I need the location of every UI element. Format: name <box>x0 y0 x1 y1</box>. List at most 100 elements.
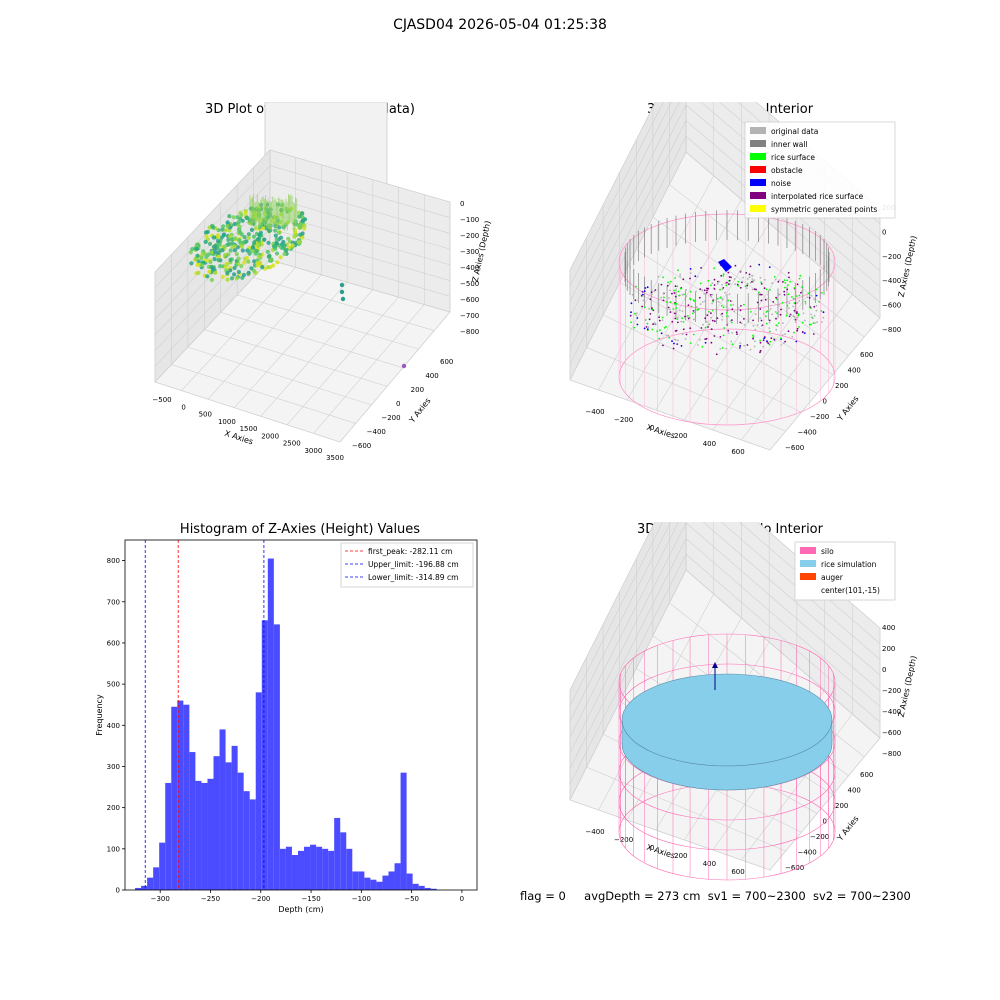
status-footer: flag = 0 avgDepth = 273 cm sv1 = 700~230… <box>520 889 911 903</box>
raw-point <box>257 244 261 248</box>
histogram-bar <box>401 773 407 890</box>
classified-point <box>730 277 732 279</box>
raw-point <box>297 224 301 228</box>
classified-point <box>690 342 692 344</box>
classified-point <box>745 272 747 274</box>
classified-point <box>804 332 806 334</box>
classified-point <box>768 327 770 329</box>
classified-point <box>669 309 671 311</box>
classified-point <box>775 329 777 331</box>
classified-point <box>724 292 726 294</box>
classified-point <box>714 288 716 290</box>
raw-point <box>286 237 290 241</box>
classified-point <box>784 333 786 335</box>
x-tick-label: −200 <box>251 895 270 903</box>
classified-point <box>719 297 721 299</box>
classified-point <box>726 282 728 284</box>
classified-point <box>777 281 779 283</box>
classified-point <box>676 286 678 288</box>
classified-point <box>815 291 817 293</box>
classified-point <box>652 309 654 311</box>
classified-point <box>645 287 647 289</box>
classified-point <box>752 335 754 337</box>
legend-label: rice surface <box>771 153 815 162</box>
classified-point <box>663 293 665 295</box>
simulation-plot: 3D simulation of Silo Interior −400−2000… <box>540 522 920 892</box>
classified-point <box>648 308 650 310</box>
classified-point <box>799 275 801 277</box>
legend-label: original data <box>771 127 818 136</box>
classified-point <box>668 297 670 299</box>
classified-point <box>697 276 699 278</box>
classified-point <box>769 289 771 291</box>
y-tick-label: −200 <box>810 833 829 841</box>
raw-point <box>239 213 243 217</box>
raw-point <box>205 274 209 278</box>
raw-point <box>242 273 246 277</box>
raw-point <box>196 271 200 275</box>
classified-point <box>707 314 709 316</box>
classified-point <box>795 341 797 343</box>
classified-point <box>699 288 701 290</box>
classified-point <box>754 340 756 342</box>
histogram-bar <box>201 783 207 890</box>
histogram-bar <box>280 849 286 890</box>
classified-point <box>743 318 745 320</box>
classified-point <box>763 339 765 341</box>
classified-point <box>759 294 761 296</box>
histogram-bar <box>232 746 238 890</box>
classified-point <box>728 332 730 334</box>
legend-frame <box>745 122 895 218</box>
classified-point <box>761 283 763 285</box>
raw-point <box>217 228 221 232</box>
classified-point <box>733 304 735 306</box>
classified-point <box>743 345 745 347</box>
classified-point <box>695 309 697 311</box>
classified-point <box>647 328 649 330</box>
raw-point <box>204 230 208 234</box>
x-tick-label: 0 <box>181 403 185 411</box>
classified-point <box>704 317 706 319</box>
classified-point <box>787 284 789 286</box>
classified-point <box>660 297 662 299</box>
classified-point <box>700 267 702 269</box>
y-tick-label: 200 <box>835 382 848 390</box>
classified-point <box>652 323 654 325</box>
raw-point <box>293 230 297 234</box>
classified-point <box>733 311 735 313</box>
classified-point <box>794 319 796 321</box>
raw-point <box>204 240 208 244</box>
classified-point <box>782 281 784 283</box>
y-tick-label: −400 <box>798 429 817 437</box>
raw-point <box>277 231 281 235</box>
raw-point <box>257 255 261 259</box>
classified-point <box>755 313 757 315</box>
classified-point <box>666 301 668 303</box>
classified-point <box>720 275 722 277</box>
histogram-bar <box>159 843 165 890</box>
classified-point <box>690 291 692 293</box>
classified-point <box>714 335 716 337</box>
y-tick-label: 600 <box>107 639 120 647</box>
classified-point <box>777 325 779 327</box>
classified-point <box>767 299 769 301</box>
simulation-legend: silorice simulationaugercenter(101,-15) <box>795 542 895 600</box>
y-tick-label: 0 <box>396 400 400 408</box>
raw-point <box>222 233 226 237</box>
classified-point <box>778 279 780 281</box>
classified-point <box>723 273 725 275</box>
raw-point <box>233 244 237 248</box>
classified-point <box>644 328 646 330</box>
raw-point <box>271 263 275 267</box>
classified-point <box>636 312 638 314</box>
raw-outlier-point <box>340 290 344 294</box>
classified-point <box>679 274 681 276</box>
z-tick-label: −200 <box>882 687 901 695</box>
classified-point <box>797 283 799 285</box>
classified-point <box>780 337 782 339</box>
histogram-bar <box>419 886 425 890</box>
classified-point <box>669 283 671 285</box>
classified-point <box>708 311 710 313</box>
classified-point <box>754 346 756 348</box>
classified-point <box>688 318 690 320</box>
